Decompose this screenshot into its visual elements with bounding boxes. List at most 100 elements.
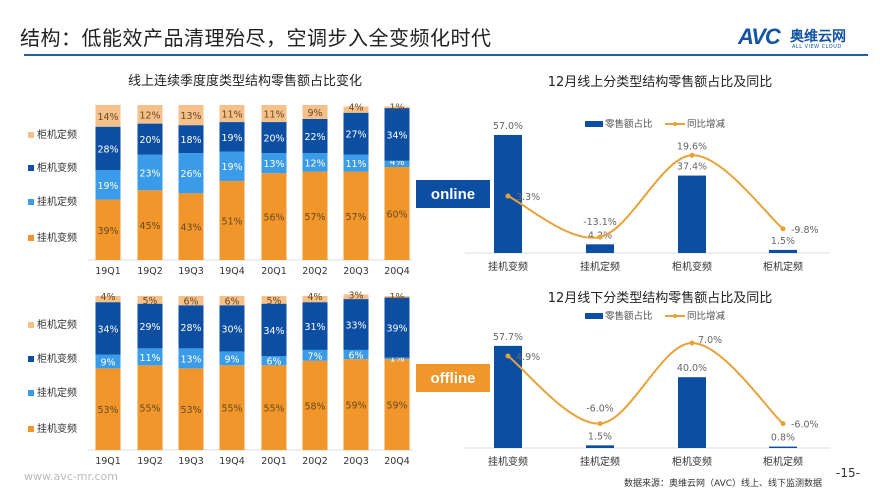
line-point <box>780 226 786 232</box>
yoy-line <box>507 341 784 425</box>
line-value-label: 3.3% <box>516 192 540 203</box>
data-label: 30% <box>221 324 242 335</box>
category-label: 20Q2 <box>302 266 328 277</box>
legend-label: 零售额占比 <box>605 118 653 130</box>
category-label: 20Q4 <box>384 456 410 467</box>
bar-segment <box>137 190 163 260</box>
bar-segment <box>95 199 121 260</box>
line-point <box>505 193 511 199</box>
legend-label: 柜机定频 <box>37 128 77 141</box>
legend-swatch-bar <box>585 313 603 319</box>
data-label: 31% <box>304 322 325 333</box>
category-label: 20Q4 <box>384 266 410 277</box>
data-label: 57% <box>304 212 325 223</box>
legend-marker <box>673 122 677 126</box>
legend-label: 挂机变频 <box>37 422 77 435</box>
data-label: 29% <box>139 322 160 333</box>
bar-segment <box>302 302 328 350</box>
category-label: 柜机变频 <box>672 260 712 273</box>
legend-label: 挂机定频 <box>37 386 77 399</box>
bar-segment <box>343 349 369 360</box>
bar <box>769 446 797 448</box>
bar-segment <box>261 105 287 123</box>
bar <box>678 377 706 448</box>
website-watermark: www.avc-mr.com <box>24 470 118 483</box>
data-label: 53% <box>180 405 201 416</box>
data-label: 28% <box>97 144 118 155</box>
data-label: 9% <box>100 357 115 368</box>
bar-segment <box>95 368 121 450</box>
bar <box>586 445 614 448</box>
bar-segment <box>137 154 163 191</box>
data-label: 12% <box>304 158 325 169</box>
legend-swatch <box>28 235 34 241</box>
bar-segment <box>95 105 121 127</box>
data-label: 55% <box>139 404 160 415</box>
data-label: 13% <box>263 159 284 170</box>
category-label: 19Q2 <box>137 266 163 277</box>
line-point <box>597 421 603 427</box>
category-label: 柜机变频 <box>672 455 712 468</box>
data-label: 20% <box>139 135 160 146</box>
bar-segment <box>384 160 410 167</box>
page-number: -15- <box>836 466 860 480</box>
data-label: 11% <box>345 159 366 170</box>
category-label: 19Q3 <box>178 456 204 467</box>
data-label: 6% <box>224 297 239 308</box>
logo-en: ALL VIEW CLOUD <box>792 44 842 50</box>
bar <box>769 249 797 253</box>
legend-label: 挂机变频 <box>37 231 77 244</box>
bar-segment <box>384 106 410 109</box>
line-point <box>597 234 603 240</box>
data-label: 20% <box>263 134 284 145</box>
data-label: 22% <box>304 132 325 143</box>
bar-segment <box>95 354 121 369</box>
bar-segment <box>137 105 163 124</box>
line-value-label: -6.0% <box>586 404 614 415</box>
data-label: 55% <box>221 404 242 415</box>
category-label: 柜机定频 <box>763 260 803 273</box>
bar-segment <box>137 348 163 366</box>
category-label: 20Q3 <box>343 456 369 467</box>
title-divider <box>24 54 868 56</box>
chart-title: 线上连续季度度类型结构零售额占比变化 <box>128 73 362 89</box>
data-label: 11% <box>263 110 284 121</box>
data-label: 33% <box>345 320 366 331</box>
bar-segment <box>384 296 410 298</box>
logo-mark: AVC <box>738 24 781 49</box>
data-label: 19% <box>221 133 242 144</box>
line-point <box>505 353 511 359</box>
data-label: 27% <box>345 130 366 141</box>
bar-segment <box>261 365 287 450</box>
legend-label: 挂机定频 <box>37 195 77 208</box>
bar-segment <box>261 296 287 304</box>
bar-segment <box>343 154 369 172</box>
data-label: 6% <box>266 357 281 368</box>
data-label: 12% <box>139 110 160 121</box>
bar-segment <box>137 303 163 349</box>
data-label: 34% <box>263 326 284 337</box>
category-label: 20Q3 <box>343 266 369 277</box>
data-label: 6% <box>348 351 363 362</box>
data-label: 11% <box>139 353 160 364</box>
bar-segment <box>95 170 121 200</box>
bar-segment <box>343 171 369 260</box>
bar <box>586 244 614 253</box>
avc-logo: AVC 奥维云网 ALL VIEW CLOUD <box>738 24 868 58</box>
legend-marker <box>673 314 677 318</box>
yoy-line <box>507 154 784 239</box>
legend-label: 柜机定频 <box>37 318 77 331</box>
line-value-label: -6.0% <box>791 420 819 431</box>
line-value-label: 4.9% <box>516 352 540 363</box>
bar-segment <box>302 171 328 260</box>
data-label: 18% <box>180 135 201 146</box>
data-label: 14% <box>97 112 118 123</box>
data-label: 59% <box>386 401 407 412</box>
bar-segment <box>343 359 369 450</box>
bar <box>678 175 706 253</box>
bar-segment <box>219 296 245 306</box>
line-point <box>780 421 786 427</box>
category-label: 20Q2 <box>302 456 328 467</box>
legend-label: 柜机变频 <box>37 161 77 174</box>
data-label: 23% <box>139 168 160 179</box>
